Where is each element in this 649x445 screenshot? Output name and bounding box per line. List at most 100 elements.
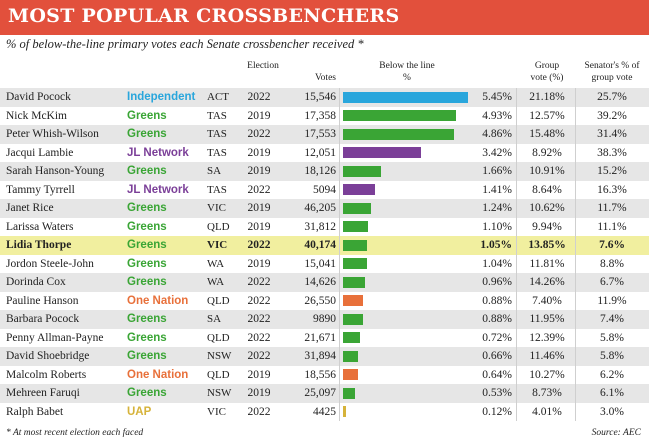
group-vote-label: 10.27% — [529, 368, 565, 381]
vote-count: 17,358 — [304, 109, 336, 122]
party-label: Greens — [127, 276, 167, 288]
chart-subtitle: % of below-the-line primary votes each S… — [6, 37, 364, 51]
state-label: TAS — [207, 146, 227, 159]
election-year: 2022 — [247, 183, 271, 196]
senator-share-label: 6.2% — [600, 368, 624, 381]
btl-percent-label: 1.66% — [482, 165, 512, 177]
btl-bar — [343, 406, 346, 417]
senator-share-label: 11.1% — [597, 220, 627, 233]
vote-count: 17,553 — [304, 128, 336, 140]
state-label: QLD — [207, 368, 230, 381]
state-label: TAS — [207, 183, 227, 196]
btl-bar — [343, 202, 372, 214]
btl-percent-label: 0.96% — [482, 276, 512, 288]
senator-name: Ralph Babet — [6, 405, 64, 418]
table-row: Larissa Waters Greens QLD 2019 31,812 1.10% 9.… — [0, 218, 649, 237]
btl-percent-label: 4.93% — [482, 109, 512, 122]
table-row: Barbara Pocock Greens SA 2022 9890 0.88% 11.95… — [0, 310, 649, 329]
table-row: Penny Allman-Payne Greens QLD 2022 21,671 0.7… — [0, 329, 649, 348]
party-label: Greens — [127, 165, 167, 177]
senator-share-label: 11.7% — [597, 202, 627, 214]
state-label: VIC — [207, 405, 226, 418]
table-row: Janet Rice Greens VIC 2019 46,205 1.24% 10.62%… — [0, 199, 649, 218]
table-row: Mehreen Faruqi Greens NSW 2019 25,097 0.53% 8.… — [0, 384, 649, 403]
state-label: NSW — [207, 387, 232, 399]
chart-title: MOST POPULAR CROSSBENCHERS — [8, 5, 400, 27]
senator-share-label: 8.8% — [600, 257, 624, 270]
senator-name: Pauline Hanson — [6, 294, 79, 307]
header-senator-share: Senator's % of group vote — [584, 61, 640, 83]
election-year: 2019 — [247, 146, 271, 159]
btl-bar — [343, 91, 468, 103]
group-vote-label: 12.57% — [529, 109, 565, 122]
group-vote-label: 11.46% — [529, 350, 565, 362]
table-row: David Shoebridge Greens NSW 2022 31,894 0.66%… — [0, 347, 649, 366]
btl-percent-label: 0.66% — [482, 350, 512, 362]
group-vote-label: 15.48% — [529, 128, 565, 140]
group-vote-label: 11.95% — [529, 313, 565, 325]
state-label: SA — [207, 313, 222, 325]
btl-bar — [343, 128, 455, 140]
vote-count: 46,205 — [304, 202, 336, 214]
btl-bar — [343, 276, 366, 288]
party-label: UAP — [127, 405, 152, 418]
group-vote-label: 8.73% — [532, 387, 562, 399]
party-label: Greens — [127, 331, 167, 344]
senator-share-label: 5.8% — [600, 350, 624, 362]
footnote: * At most recent election each faced — [6, 428, 144, 438]
party-label: Greens — [127, 109, 167, 122]
header-votes: Votes — [315, 73, 336, 83]
group-vote-label: 12.39% — [529, 331, 565, 344]
senator-name: Tammy Tyrrell — [6, 183, 75, 196]
party-label: Greens — [127, 239, 167, 251]
btl-bar — [343, 387, 356, 399]
party-label: Greens — [127, 202, 167, 214]
btl-bar — [343, 110, 457, 121]
column-divider — [575, 88, 576, 421]
election-year: 2022 — [247, 405, 271, 418]
state-label: QLD — [207, 294, 230, 307]
btl-bar — [343, 239, 368, 251]
party-label: One Nation — [127, 294, 189, 307]
btl-percent-label: 1.10% — [482, 220, 512, 233]
senator-name: Mehreen Faruqi — [6, 387, 80, 399]
vote-count: 18,126 — [304, 165, 336, 177]
vote-count: 21,671 — [304, 331, 336, 344]
election-year: 2022 — [247, 239, 271, 251]
vote-count: 9890 — [313, 313, 336, 325]
vote-count: 18,556 — [304, 368, 336, 381]
group-vote-label: 13.85% — [528, 239, 566, 251]
btl-percent-label: 0.53% — [482, 387, 512, 399]
column-divider — [339, 88, 340, 421]
vote-count: 15,546 — [304, 91, 336, 103]
senator-name: Larissa Waters — [6, 220, 74, 233]
senator-name: Barbara Pocock — [6, 313, 80, 325]
group-vote-label: 14.26% — [529, 276, 565, 288]
group-vote-label: 7.40% — [532, 294, 562, 307]
btl-percent-label: 1.24% — [482, 202, 512, 214]
table-row: Ralph Babet UAP VIC 2022 4425 0.12% 4.01% 3.0% — [0, 403, 649, 422]
vote-count: 26,550 — [304, 294, 336, 307]
state-label: TAS — [207, 109, 227, 122]
election-year: 2019 — [247, 387, 271, 399]
party-label: Greens — [127, 128, 167, 140]
election-year: 2019 — [247, 220, 271, 233]
senator-share-label: 7.6% — [599, 239, 625, 251]
btl-bar — [343, 332, 360, 343]
election-year: 2022 — [247, 276, 271, 288]
group-vote-label: 8.64% — [532, 183, 562, 196]
senator-share-label: 3.0% — [600, 405, 624, 418]
senator-name: Lidia Thorpe — [6, 239, 72, 251]
election-year: 2022 — [247, 350, 271, 362]
group-vote-label: 8.92% — [532, 146, 562, 159]
senator-name: Peter Whish-Wilson — [6, 128, 99, 140]
table-row: David Pocock Independent ACT 2022 15,546 5.45… — [0, 88, 649, 107]
election-year: 2019 — [247, 257, 271, 270]
party-label: JL Network — [127, 146, 189, 159]
senator-name: Malcolm Roberts — [6, 368, 87, 381]
election-year: 2019 — [247, 368, 271, 381]
senator-share-label: 7.4% — [600, 313, 624, 325]
state-label: SA — [207, 165, 222, 177]
table-row: Nick McKim Greens TAS 2019 17,358 4.93% 12.57%… — [0, 107, 649, 126]
btl-percent-label: 4.86% — [482, 128, 512, 140]
